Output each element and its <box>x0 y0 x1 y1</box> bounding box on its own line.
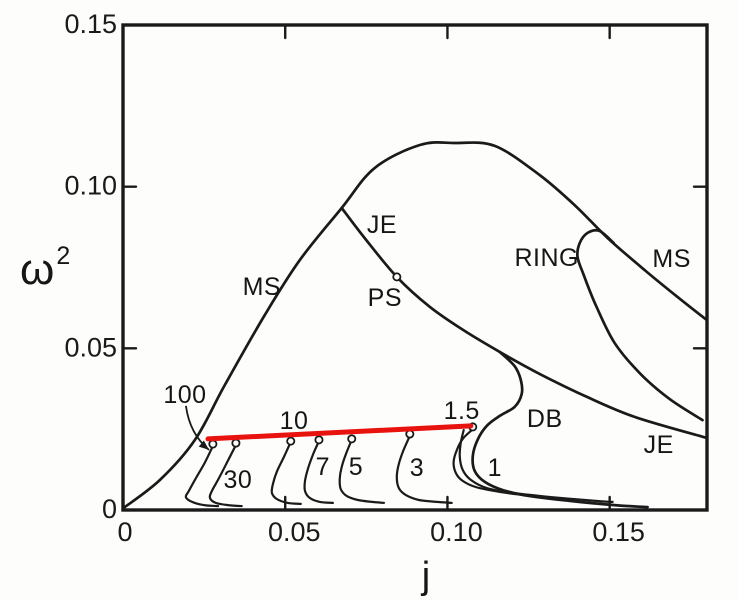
curve-ms <box>121 141 709 510</box>
curve-ring <box>576 228 704 422</box>
y-tick-label-0.05: 0.05 <box>64 332 117 362</box>
y-tick-label-0.10: 0.10 <box>64 171 117 201</box>
x-tick-label-0: 0 <box>117 517 132 547</box>
curve-label-ms-0: MS <box>243 273 282 301</box>
plot-frame <box>121 23 709 512</box>
curve-labels: MS JE PS RING MS DB JE 100 30 107 5 3 1.5 1 <box>163 211 691 494</box>
red-terminal-line <box>205 423 474 442</box>
curve-label-5-11: 5 <box>349 453 363 481</box>
curve-label-7-10: 7 <box>316 453 330 481</box>
curve-je <box>340 206 709 440</box>
curve-label-1-14: 1 <box>488 454 502 482</box>
curve-label-ps-2: PS <box>368 284 402 312</box>
marker-endpoint-100 <box>208 439 218 449</box>
curve-label-1.5-13: 1.5 <box>444 397 480 425</box>
curve-seq-7 <box>303 440 334 504</box>
curve-seq-1 <box>458 429 614 503</box>
curve-label-10-9: 10 <box>280 407 309 435</box>
marker-endpoint-5 <box>347 434 357 444</box>
curve-label-je-1: JE <box>367 211 397 239</box>
marker-endpoint-10 <box>286 436 296 446</box>
curve-label-db-5: DB <box>527 405 563 433</box>
x-tick-label-0.15: 0.15 <box>592 517 645 547</box>
curve-db <box>471 350 649 509</box>
y-tick-label-0: 0 <box>102 494 117 524</box>
x-tick-label-0.05: 0.05 <box>268 517 321 547</box>
marker-endpoint-30 <box>231 438 241 448</box>
x-tick-label-0.10: 0.10 <box>430 517 483 547</box>
marker-ps-point <box>392 272 402 282</box>
curve-seq-3 <box>395 434 453 504</box>
y-axis-title: ω2 <box>20 242 70 294</box>
curve-seq-5 <box>338 438 385 504</box>
red-terminal-line-group <box>205 423 474 442</box>
label-arrow-100 <box>185 405 210 451</box>
curve-seq-10 <box>270 441 302 505</box>
y-tick-label-0.15: 0.15 <box>64 9 117 39</box>
axis-ticks: 0 0.05 0.10 0.15 0 0.05 0.10 0.15 <box>64 9 709 547</box>
arrow-shaft <box>185 405 210 451</box>
curve-label-3-12: 3 <box>410 454 424 482</box>
arrowhead-icon <box>198 440 209 450</box>
curve-seq-1.5 <box>452 429 557 500</box>
curve-label-je-6: JE <box>644 431 674 459</box>
curve-label-30-8: 30 <box>223 466 252 494</box>
curves <box>121 141 709 510</box>
marker-endpoint-7 <box>314 435 324 445</box>
curve-label-ms-4: MS <box>652 245 691 273</box>
curve-label-100-7: 100 <box>163 381 206 409</box>
x-axis-title: j <box>421 555 430 597</box>
curve-seq-30 <box>208 443 243 508</box>
curve-label-ring-3: RING <box>514 244 579 272</box>
curve-seq-100 <box>184 444 220 508</box>
